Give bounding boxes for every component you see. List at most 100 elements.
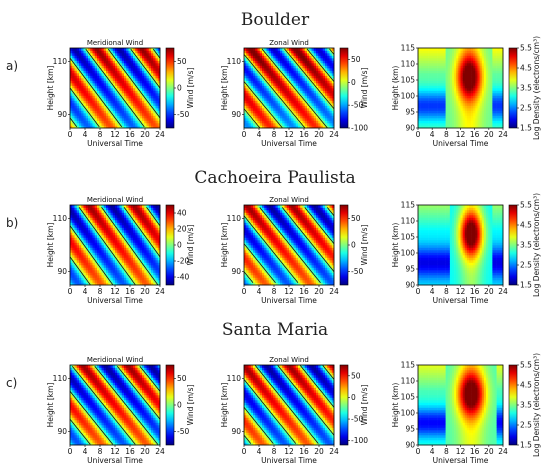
heatmap-cell [286,53,290,56]
heatmap-cell [432,108,436,111]
heatmap-cell [307,85,310,89]
heatmap-cell [135,232,138,236]
heatmap-cell [81,118,84,121]
heatmap-cell [124,123,127,126]
heatmap-cell [298,78,301,81]
heatmap-cell [155,125,159,129]
heatmap-cell [268,60,272,64]
heatmap-cell [70,103,73,106]
heatmap-cell [331,113,335,116]
heatmap-cell [473,95,476,99]
heatmap-cell [94,80,98,84]
heatmap-cell [244,48,247,51]
heatmap-cell [331,95,335,99]
heatmap-cell [437,78,440,81]
heatmap-cell [264,108,267,111]
heatmap-cell [329,108,333,111]
heatmap-cell [157,120,161,124]
heatmap-cell [262,88,265,91]
heatmap-cell [92,95,96,99]
heatmap-cell [277,80,281,84]
heatmap-cell [121,120,125,124]
heatmap-cell [307,95,310,99]
heatmap-cell [471,78,474,81]
heatmap-cell [268,120,272,124]
heatmap-cell [291,125,294,129]
heatmap-cell [266,58,270,61]
heatmap-cell [271,125,274,129]
heatmap-cell [88,230,91,233]
heatmap-cell [456,73,459,76]
heatmap-cell [298,48,301,51]
heatmap-cell [483,93,487,96]
heatmap-cell [85,113,89,116]
heatmap-cell [313,115,317,119]
heatmap-cell [135,78,138,81]
heatmap-cell [428,83,432,86]
heatmap-cell [142,123,145,126]
heatmap-cell [277,78,281,81]
heatmap-cell [422,85,425,89]
heatmap-cell [462,60,466,64]
heatmap-cell [70,210,73,213]
heatmap-cell [110,257,114,261]
heatmap-cell [70,93,73,96]
heatmap-cell [103,230,107,233]
heatmap-cell [309,83,312,86]
heatmap-cell [79,110,82,114]
heatmap-cell [124,222,127,226]
heatmap-cell [153,108,156,111]
heatmap-cell [121,270,125,273]
heatmap-cell [88,65,91,69]
heatmap-cell [135,262,138,266]
heatmap-cell [112,68,116,71]
heatmap-cell [76,232,80,236]
heatmap-cell [133,95,136,99]
heatmap-cell [262,120,265,124]
heatmap-cell [488,55,491,59]
heatmap-cell [439,120,442,124]
heatmap-cell [112,267,116,271]
heatmap-cell [255,103,258,106]
heatmap-cell [135,48,138,51]
heatmap-cell [441,110,444,114]
heatmap-cell [268,68,272,71]
heatmap-cell [286,98,290,101]
heatmap-cell [137,275,141,278]
heatmap-cell [492,105,495,109]
heatmap-cell [135,260,138,263]
heatmap-cell [124,280,127,283]
heatmap-cell [496,85,500,89]
heatmap-cell [481,125,485,129]
heatmap-cell [273,53,276,56]
heatmap-cell [327,120,330,124]
heatmap-cell [119,237,123,241]
heatmap-cell [101,220,105,223]
heatmap-cell [90,63,93,66]
heatmap-cell [133,272,136,276]
heatmap-cell [139,53,143,56]
heatmap-cell [302,50,306,54]
heatmap-cell [88,232,91,236]
heatmap-cell [277,108,281,111]
heatmap-cell [441,60,444,64]
heatmap-cell [257,63,261,66]
heatmap-cell [81,215,84,218]
heatmap-cell [94,212,98,216]
heatmap-cell [119,65,123,69]
heatmap-cell [318,60,321,64]
heatmap-cell [139,227,143,231]
heatmap-cell [115,65,118,69]
heatmap-cell [99,78,102,81]
heatmap-cell [119,227,123,231]
heatmap-cell [92,70,96,74]
heatmap-cell [88,225,91,228]
heatmap-cell [248,58,252,61]
heatmap-cell [500,75,504,79]
heatmap-cell [135,110,138,114]
heatmap-cell [119,277,123,281]
heatmap-cell [275,118,279,121]
heatmap-cell [101,262,105,266]
heatmap-cell [144,78,147,81]
contour-line [152,48,161,59]
